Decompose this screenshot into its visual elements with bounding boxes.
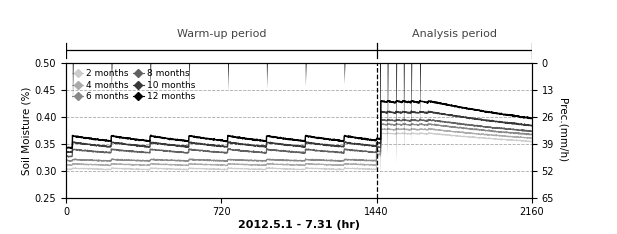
Text: Warm-up period: Warm-up period xyxy=(176,29,266,39)
Y-axis label: Prec.(mm/h): Prec.(mm/h) xyxy=(558,98,568,163)
X-axis label: 2012.5.1 - 7.31 (hr): 2012.5.1 - 7.31 (hr) xyxy=(238,220,360,230)
Legend: 2 months, 4 months, 6 months, 8 months, 10 months, 12 months: 2 months, 4 months, 6 months, 8 months, … xyxy=(70,68,197,103)
Y-axis label: Soil Moisture (%): Soil Moisture (%) xyxy=(22,86,32,175)
Text: Analysis period: Analysis period xyxy=(412,29,497,39)
